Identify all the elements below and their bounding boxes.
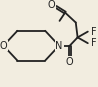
Text: F: F	[91, 38, 96, 48]
Text: F: F	[91, 27, 96, 37]
Text: N: N	[55, 41, 63, 51]
Text: O: O	[47, 0, 55, 10]
Text: O: O	[0, 41, 7, 51]
Text: O: O	[66, 57, 74, 67]
